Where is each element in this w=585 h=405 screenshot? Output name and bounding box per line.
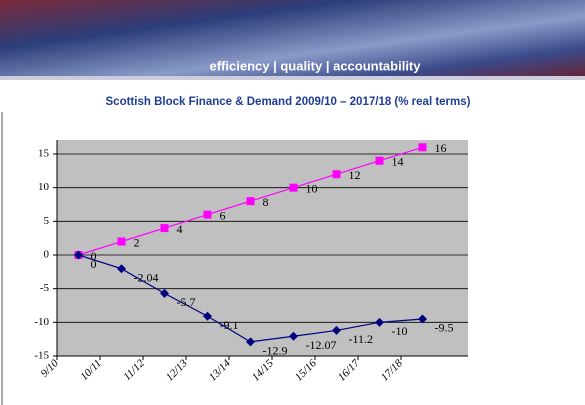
chart-title: Scottish Block Finance & Demand 2009/10 … [106, 96, 471, 108]
point [332, 325, 341, 335]
data-label: 4 [177, 222, 183, 236]
data-label: -9.1 [220, 318, 239, 332]
data-label: 6 [220, 208, 226, 222]
banner-text: efficiency | quality | accountability [210, 58, 422, 73]
point [117, 264, 126, 274]
banner-rule [0, 76, 585, 80]
data-label: -11.2 [349, 332, 374, 346]
x-tick-label: 14/15 [250, 357, 277, 384]
y-tick-label: 10 [38, 181, 50, 193]
point [375, 156, 384, 165]
x-tick-label: 13/14 [207, 357, 234, 384]
data-label: -2.04 [134, 270, 159, 284]
point [332, 170, 341, 179]
data-label: -5.7 [177, 295, 196, 309]
data-label: -12.9 [263, 344, 288, 358]
point [418, 314, 427, 324]
y-tick-label: -15 [34, 350, 49, 362]
x-tick-label: 15/16 [293, 357, 320, 384]
point [289, 183, 298, 192]
data-label: 2 [134, 235, 140, 249]
point [246, 337, 255, 347]
data-label: -9.5 [435, 321, 454, 335]
point [203, 311, 212, 321]
point [418, 143, 427, 152]
y-tick-label: -10 [34, 316, 49, 328]
x-tick-label: 16/17 [336, 357, 363, 384]
banner-image [0, 0, 585, 80]
data-label: 0 [91, 257, 97, 271]
point [246, 197, 255, 206]
data-label: 14 [392, 154, 404, 168]
x-tick-label: 17/18 [379, 357, 406, 384]
y-tick-label: 0 [44, 249, 50, 261]
y-tick-label: -5 [40, 282, 50, 294]
data-label: -10 [392, 324, 408, 338]
data-label: 10 [306, 181, 318, 195]
x-tick-label: 12/13 [164, 357, 191, 384]
plot-area [57, 140, 468, 356]
data-label: 12 [349, 168, 361, 182]
data-label: 16 [435, 141, 447, 155]
point [203, 210, 212, 219]
data-label: 0 [91, 249, 97, 263]
point [74, 250, 83, 260]
point [289, 331, 298, 341]
x-tick-label: 10/11 [78, 357, 104, 383]
data-label: -12.07 [306, 338, 337, 352]
data-label: 8 [263, 195, 269, 209]
point [160, 288, 169, 298]
x-tick-label: 11/12 [121, 357, 147, 383]
y-tick-label: 5 [44, 215, 50, 227]
point [117, 237, 126, 246]
y-tick-label: 15 [38, 148, 50, 160]
point [160, 224, 169, 233]
point [375, 317, 384, 327]
